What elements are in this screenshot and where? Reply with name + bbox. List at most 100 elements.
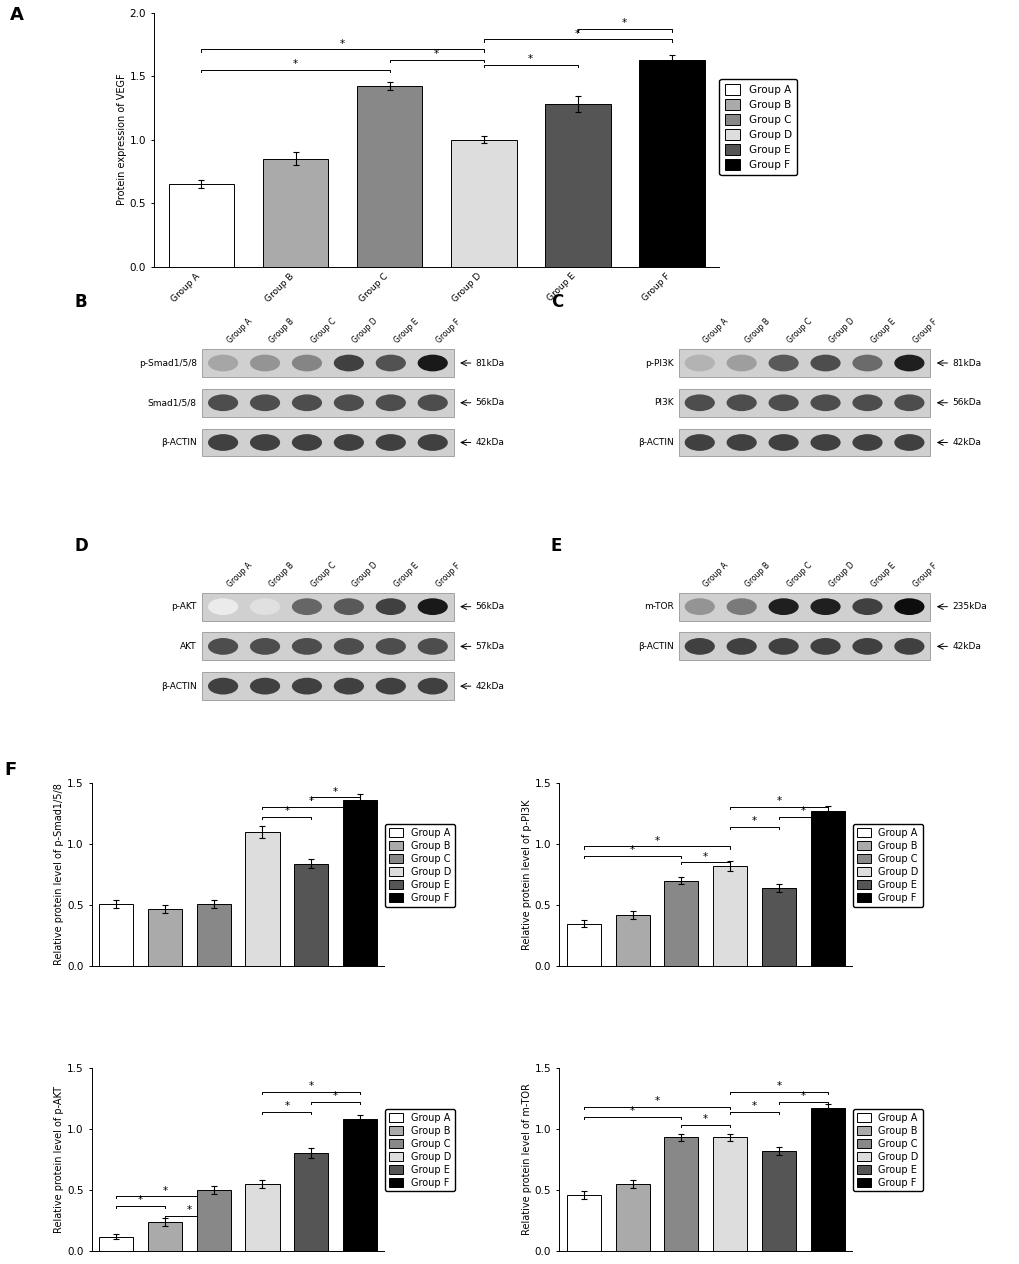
Text: Smad1/5/8: Smad1/5/8 xyxy=(148,398,197,407)
Text: Group F: Group F xyxy=(911,561,938,589)
Bar xyxy=(99,1236,133,1251)
Bar xyxy=(761,1152,795,1251)
Bar xyxy=(663,881,698,967)
Text: m-TOR: m-TOR xyxy=(643,602,673,612)
Ellipse shape xyxy=(684,355,714,372)
Bar xyxy=(810,1109,844,1251)
Text: 42kDa: 42kDa xyxy=(475,439,504,447)
Ellipse shape xyxy=(291,598,322,616)
Bar xyxy=(202,389,453,417)
Text: p-Smad1/5/8: p-Smad1/5/8 xyxy=(139,359,197,368)
Ellipse shape xyxy=(333,434,364,451)
Text: *: * xyxy=(622,19,627,28)
Text: *: * xyxy=(162,1186,167,1196)
Ellipse shape xyxy=(726,434,756,451)
Ellipse shape xyxy=(208,394,238,411)
Ellipse shape xyxy=(852,598,881,616)
Text: *: * xyxy=(775,796,781,806)
Text: Group C: Group C xyxy=(785,560,813,589)
Bar xyxy=(450,139,516,267)
Ellipse shape xyxy=(894,355,923,372)
Bar xyxy=(293,863,328,967)
Text: 57kDa: 57kDa xyxy=(475,642,504,651)
Ellipse shape xyxy=(767,355,798,372)
Bar xyxy=(712,866,747,967)
Ellipse shape xyxy=(375,598,406,616)
Text: β-ACTIN: β-ACTIN xyxy=(637,439,673,447)
Text: AKT: AKT xyxy=(180,642,197,651)
Ellipse shape xyxy=(726,355,756,372)
Y-axis label: Relative protein level of p-Smad1/5/8: Relative protein level of p-Smad1/5/8 xyxy=(54,784,64,966)
Ellipse shape xyxy=(684,434,714,451)
Ellipse shape xyxy=(375,394,406,411)
Bar xyxy=(567,924,600,967)
Y-axis label: Relative protein level of p-PI3K: Relative protein level of p-PI3K xyxy=(521,799,531,949)
Ellipse shape xyxy=(726,638,756,655)
Text: 56kDa: 56kDa xyxy=(475,602,504,612)
Text: D: D xyxy=(74,537,88,555)
Text: 42kDa: 42kDa xyxy=(475,681,504,690)
Text: *: * xyxy=(333,786,338,796)
Text: *: * xyxy=(138,1196,143,1206)
Ellipse shape xyxy=(852,434,881,451)
Ellipse shape xyxy=(894,394,923,411)
Ellipse shape xyxy=(333,598,364,616)
Text: Group F: Group F xyxy=(911,317,938,345)
Ellipse shape xyxy=(291,434,322,451)
Legend: Group A, Group B, Group C, Group D, Group E, Group F: Group A, Group B, Group C, Group D, Grou… xyxy=(718,78,796,176)
Text: *: * xyxy=(186,1205,192,1215)
Text: *: * xyxy=(654,836,659,846)
Bar xyxy=(712,1138,747,1251)
Bar xyxy=(678,593,929,621)
Ellipse shape xyxy=(726,598,756,616)
Text: C: C xyxy=(550,293,562,311)
Y-axis label: Protein expression of VEGF: Protein expression of VEGF xyxy=(116,73,126,206)
Ellipse shape xyxy=(417,598,447,616)
Ellipse shape xyxy=(852,638,881,655)
Ellipse shape xyxy=(417,678,447,694)
Text: E: E xyxy=(550,537,561,555)
Ellipse shape xyxy=(208,678,238,694)
Bar xyxy=(202,349,453,377)
Text: 81kDa: 81kDa xyxy=(475,359,504,368)
Bar xyxy=(678,632,929,660)
Legend: Group A, Group B, Group C, Group D, Group E, Group F: Group A, Group B, Group C, Group D, Grou… xyxy=(385,1109,454,1192)
Text: Group C: Group C xyxy=(309,560,337,589)
Text: Group D: Group D xyxy=(827,560,856,589)
Ellipse shape xyxy=(291,638,322,655)
Ellipse shape xyxy=(250,678,280,694)
Ellipse shape xyxy=(291,355,322,372)
Text: Group E: Group E xyxy=(392,317,421,345)
Text: *: * xyxy=(630,846,635,856)
Bar xyxy=(342,1119,377,1251)
Bar xyxy=(246,832,279,967)
Text: *: * xyxy=(800,806,805,817)
Bar xyxy=(202,593,453,621)
Bar xyxy=(638,59,704,267)
Text: p-PI3K: p-PI3K xyxy=(644,359,673,368)
Legend: Group A, Group B, Group C, Group D, Group E, Group F: Group A, Group B, Group C, Group D, Grou… xyxy=(852,824,922,906)
Ellipse shape xyxy=(852,355,881,372)
Ellipse shape xyxy=(417,355,447,372)
Ellipse shape xyxy=(250,394,280,411)
Text: *: * xyxy=(284,806,289,817)
Ellipse shape xyxy=(250,598,280,616)
Text: Group E: Group E xyxy=(869,317,897,345)
Text: β-ACTIN: β-ACTIN xyxy=(161,681,197,690)
Bar xyxy=(663,1138,698,1251)
Bar xyxy=(678,389,929,417)
Text: *: * xyxy=(630,1106,635,1116)
Ellipse shape xyxy=(767,434,798,451)
Ellipse shape xyxy=(333,355,364,372)
Text: β-ACTIN: β-ACTIN xyxy=(637,642,673,651)
Text: *: * xyxy=(702,852,707,862)
Text: Group B: Group B xyxy=(743,317,771,345)
Ellipse shape xyxy=(767,638,798,655)
Text: *: * xyxy=(800,1091,805,1101)
Ellipse shape xyxy=(208,638,238,655)
Ellipse shape xyxy=(291,678,322,694)
Bar xyxy=(197,1191,230,1251)
Text: A: A xyxy=(10,6,24,24)
Text: *: * xyxy=(434,49,439,59)
Ellipse shape xyxy=(810,355,840,372)
